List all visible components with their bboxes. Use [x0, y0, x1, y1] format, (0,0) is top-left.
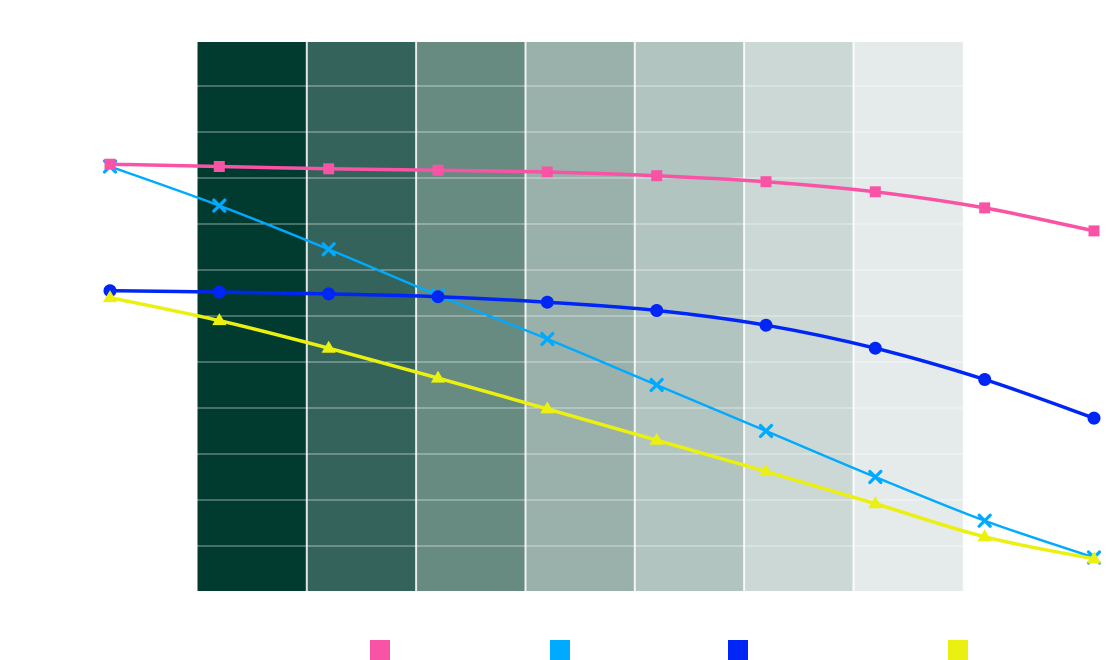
series-2-x-marker-9	[977, 513, 992, 528]
legend-swatch-2	[550, 640, 570, 660]
series-2-x-marker-2	[212, 198, 227, 213]
series-3-circle-marker-5	[540, 295, 554, 309]
series-1-square-marker-6	[651, 170, 663, 182]
series-4-triangle-marker-8	[868, 496, 883, 509]
series-1-square-marker-1	[104, 158, 116, 170]
series-2-x-marker-7	[758, 423, 774, 439]
series-4-triangle-marker-9	[977, 529, 992, 542]
series-1-square-marker-2	[213, 161, 225, 172]
series-1-square-marker-7	[760, 176, 772, 188]
series-2-x-marker-5	[540, 331, 555, 347]
series-3-circle-marker-3	[322, 287, 336, 301]
series-1-square-marker-5	[541, 166, 553, 178]
series-1-line	[108, 162, 1096, 233]
series-3-circle-marker-7	[759, 318, 773, 332]
series-4-triangle-marker-10	[1086, 551, 1102, 564]
series-1	[104, 158, 1100, 237]
series-4-triangle-marker-7	[758, 464, 774, 476]
series-3-circle-marker-6	[650, 304, 664, 317]
series-3-circle-marker-4	[431, 290, 445, 304]
series-3-circle-marker-2	[212, 285, 226, 299]
data-series	[102, 158, 1102, 565]
series-2-line	[108, 165, 1096, 559]
series-1-square-marker-9	[979, 202, 991, 214]
series-3-circle-marker-8	[868, 341, 882, 355]
series-4-triangle-marker-6	[649, 432, 664, 445]
series-3-circle-marker-10	[1087, 411, 1101, 425]
series-2-x-marker-8	[868, 469, 883, 485]
series-4-line	[108, 295, 1096, 561]
series-4	[102, 290, 1102, 564]
series-4-triangle-marker-1	[102, 290, 118, 303]
legend	[370, 640, 968, 660]
legend-swatch-4	[948, 640, 968, 660]
series-2-x-marker-6	[649, 377, 664, 393]
series-2-x-marker-3	[321, 242, 336, 257]
series-3-circle-marker-9	[978, 373, 992, 386]
series-4-triangle-marker-2	[212, 313, 227, 326]
series-4-triangle-marker-4	[430, 370, 446, 383]
grid-lines	[197, 42, 963, 591]
series-4-triangle-marker-5	[540, 401, 555, 414]
legend-swatch-3	[728, 640, 748, 660]
series-1-square-marker-4	[432, 164, 444, 176]
series-3-line	[108, 288, 1096, 420]
series-1-square-marker-8	[869, 186, 881, 198]
series-1-square-marker-3	[323, 163, 335, 175]
legend-swatch-1	[370, 640, 390, 660]
series-3	[103, 284, 1101, 425]
series-1-square-marker-10	[1088, 225, 1100, 237]
series-4-triangle-marker-3	[321, 340, 336, 353]
